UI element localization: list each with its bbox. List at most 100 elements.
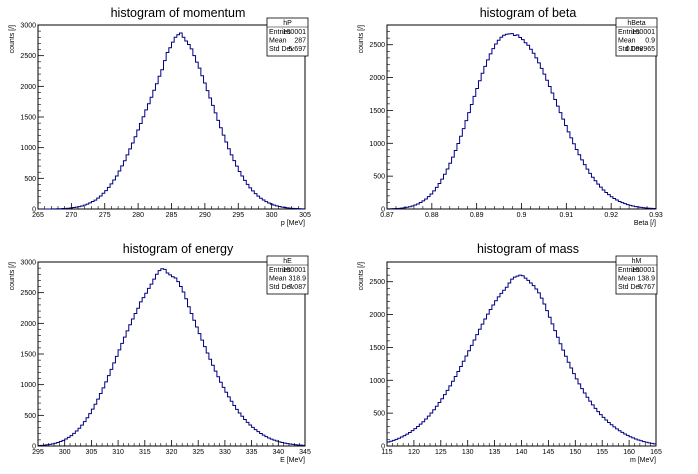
- y-tick-label: 0: [381, 207, 385, 214]
- x-axis-label: p [MeV]: [281, 220, 305, 227]
- x-tick-label: 345: [299, 449, 311, 456]
- y-tick-label: 1000: [20, 382, 36, 389]
- x-tick-label: 155: [596, 449, 608, 456]
- y-axis-label: counts [/]: [358, 25, 365, 53]
- x-tick-label: 335: [246, 449, 258, 456]
- x-tick-label: 0.88: [425, 212, 439, 219]
- stats-row-value: 100001: [283, 29, 306, 36]
- stats-row-label: Std Dev: [618, 46, 643, 53]
- stats-box-frame: [266, 255, 309, 295]
- stats-row-label: Mean: [618, 38, 636, 45]
- x-tick-label: 295: [32, 449, 44, 456]
- y-axis-label: counts [/]: [9, 25, 16, 53]
- stats-name: hBeta: [627, 20, 645, 27]
- stats-row-value: 318.9: [288, 276, 306, 283]
- x-tick-label: 325: [192, 449, 204, 456]
- x-tick-label: 150: [569, 449, 581, 456]
- chart-title: histogram of energy: [123, 242, 234, 256]
- chart-title: histogram of mass: [477, 242, 579, 256]
- x-tick-label: 165: [650, 449, 662, 456]
- y-tick-label: 1500: [20, 352, 36, 359]
- y-tick-label: 2500: [369, 279, 385, 286]
- y-tick-label: 1500: [20, 115, 36, 122]
- stats-row-label: Std Dev: [269, 284, 294, 291]
- chart-title: histogram of momentum: [111, 6, 246, 20]
- y-tick-label: 1000: [20, 145, 36, 152]
- histogram-series: [386, 274, 657, 446]
- chart-panel-3: histogram of energy 295 300 305 310 315 320 325…: [9, 242, 311, 464]
- y-tick-label: 0: [32, 444, 36, 451]
- x-tick-label: 305: [299, 212, 311, 219]
- x-tick-label: 115: [381, 449, 392, 456]
- chart-panel-1: histogram of momentum 265 270 275 280 285 290 2…: [9, 6, 311, 227]
- histogram-series: [38, 32, 306, 210]
- x-tick-label: 0.89: [470, 212, 484, 219]
- y-tick-label: 0: [32, 207, 36, 214]
- x-tick-label: 0.92: [604, 212, 618, 219]
- stats-row-label: Std Dev: [269, 46, 294, 53]
- x-axis-label: m [MeV]: [630, 457, 656, 464]
- x-tick-label: 270: [66, 212, 78, 219]
- y-tick-label: 1500: [369, 345, 385, 352]
- stats-row-label: Entries: [618, 267, 640, 274]
- y-axis-label: counts [/]: [358, 262, 365, 290]
- x-tick-label: 125: [435, 449, 447, 456]
- x-tick-label: 305: [86, 449, 98, 456]
- histogram-series: [386, 33, 657, 210]
- y-tick-label: 500: [24, 413, 36, 420]
- y-tick-label: 2500: [20, 53, 36, 60]
- x-tick-label: 160: [623, 449, 635, 456]
- y-tick-label: 1500: [369, 108, 385, 115]
- stats-row-label: Mean: [618, 276, 636, 283]
- y-tick-label: 0: [381, 444, 385, 451]
- stats-box-frame: [615, 255, 658, 295]
- stats-row-label: Std Dev: [618, 284, 643, 291]
- stats-row-value: 287: [294, 38, 306, 45]
- x-tick-label: 135: [489, 449, 501, 456]
- plot-frame: [37, 261, 306, 447]
- y-tick-label: 2500: [20, 290, 36, 297]
- x-tick-label: 265: [32, 212, 44, 219]
- stats-row-label: Entries: [618, 29, 640, 36]
- stats-box-frame: [266, 17, 309, 57]
- x-tick-label: 315: [139, 449, 151, 456]
- y-tick-label: 1000: [369, 378, 385, 385]
- x-tick-label: 290: [199, 212, 211, 219]
- stats-row-value: 7.087: [288, 284, 306, 291]
- x-tick-label: 280: [132, 212, 144, 219]
- stats-row-value: 0.9: [645, 38, 655, 45]
- y-tick-label: 2000: [369, 312, 385, 319]
- chart-title: histogram of beta: [480, 6, 577, 20]
- chart-panel-4: histogram of mass 115 120 125 130 135 140 145 15…: [358, 242, 662, 464]
- stats-row-value: 138.9: [637, 276, 655, 283]
- x-tick-label: 130: [462, 449, 474, 456]
- x-tick-label: 310: [112, 449, 124, 456]
- stats-row-value: 100001: [632, 267, 655, 274]
- x-tick-label: 120: [408, 449, 420, 456]
- x-tick-label: 145: [543, 449, 555, 456]
- x-tick-label: 300: [266, 212, 278, 219]
- x-tick-label: 0.91: [560, 212, 574, 219]
- x-tick-label: 295: [232, 212, 244, 219]
- y-tick-label: 500: [373, 174, 385, 181]
- stats-name: hM: [632, 258, 642, 265]
- stats-name: hE: [283, 258, 292, 265]
- x-tick-label: 285: [166, 212, 178, 219]
- plot-frame: [37, 24, 306, 210]
- x-tick-label: 300: [59, 449, 71, 456]
- x-tick-label: 275: [99, 212, 111, 219]
- y-tick-label: 2000: [369, 75, 385, 82]
- x-axis-label: Beta [/]: [634, 220, 656, 227]
- y-tick-label: 2000: [20, 84, 36, 91]
- y-tick-label: 2500: [369, 42, 385, 49]
- stats-row-label: Mean: [269, 38, 287, 45]
- histogram-series: [37, 268, 306, 447]
- y-tick-label: 3000: [20, 23, 36, 30]
- stats-row-value: 0.008965: [626, 46, 655, 53]
- stats-row-value: 7.767: [637, 284, 655, 291]
